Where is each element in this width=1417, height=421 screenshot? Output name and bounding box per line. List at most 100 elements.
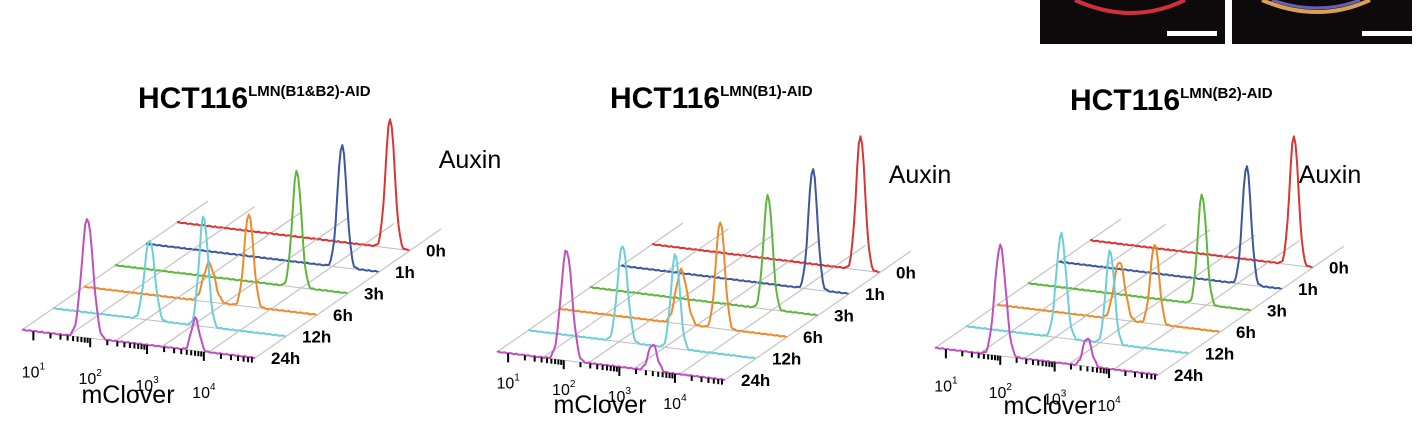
grid-slat <box>161 249 193 272</box>
x-axis-label: mClover <box>1003 392 1096 420</box>
chart-title-main: HCT116 <box>138 82 248 115</box>
series-label-3h: 3h <box>834 307 854 326</box>
x-tick-exponent: 4 <box>681 393 687 404</box>
grid-slat <box>726 282 759 305</box>
series-trace-6h <box>83 213 318 316</box>
grid-slat <box>316 292 349 316</box>
grid-slat <box>21 307 54 331</box>
x-tick-exponent: 3 <box>625 386 631 397</box>
grid-slat <box>1089 218 1122 242</box>
grid-slat <box>208 330 240 353</box>
grid-slat <box>176 276 209 299</box>
x-tick-label: 101 <box>496 372 520 392</box>
series-label-12h: 12h <box>772 350 801 369</box>
grid-slat <box>192 227 224 251</box>
grid-slat <box>788 239 821 262</box>
x-tick-label: 102 <box>79 368 103 388</box>
grid-slat <box>145 221 178 245</box>
grid-slat <box>573 314 605 337</box>
grid-slat <box>223 206 255 229</box>
x-axis-label: mClover <box>553 391 646 419</box>
grid-slat <box>1023 336 1056 360</box>
grid-slat <box>786 314 819 338</box>
grid-slat <box>1072 266 1104 290</box>
grid-slat <box>1103 245 1135 268</box>
chart-title-superscript: LMN(B1&B2)-AID <box>248 83 371 100</box>
series-label-24h: 24h <box>741 371 770 390</box>
series-label-1h: 1h <box>865 285 885 304</box>
x-tick-base: 10 <box>1097 398 1115 415</box>
grid-slat <box>651 222 684 246</box>
x-tick-label: 104 <box>663 393 687 413</box>
grid-slat <box>1237 261 1269 285</box>
grid-slat <box>1178 229 1211 252</box>
series-trace-3h <box>1027 193 1252 312</box>
chart-title: HCT116LMN(B2)-AID <box>1070 84 1273 117</box>
grid-slat <box>1175 304 1207 328</box>
grid-slat <box>542 335 574 359</box>
grid-slat <box>1068 342 1101 365</box>
series-trace-12h <box>527 245 757 360</box>
grid-slat <box>1161 277 1194 301</box>
chart-title-main: HCT116 <box>1070 84 1180 117</box>
grid-slat <box>996 282 1029 306</box>
grid-slat <box>1010 309 1042 333</box>
grid-slat <box>757 260 790 284</box>
grid-slat <box>176 200 209 224</box>
series-label-3h: 3h <box>1267 302 1287 321</box>
x-tick-base: 10 <box>192 385 210 402</box>
grid-slat <box>742 233 775 257</box>
x-tick-base: 10 <box>989 385 1007 402</box>
grid-slat <box>130 270 162 294</box>
chart-title-superscript: LMN(B2)-AID <box>1180 85 1273 102</box>
grid-slat <box>1134 223 1166 247</box>
chart-svg: HCT116LMN(B1)-AIDAuxin0h1h3h6h12h24h1011… <box>496 82 951 419</box>
micrograph-left-nucleus-edge <box>1074 0 1186 15</box>
series-trace-1h <box>145 144 380 273</box>
grid-slat <box>604 292 636 316</box>
grid-slat <box>161 324 194 348</box>
grid-slat <box>347 271 380 295</box>
micrograph-right-scale-bar <box>1362 31 1412 36</box>
grid-slat <box>587 341 620 364</box>
series-label-24h: 24h <box>1174 366 1203 385</box>
series-trace-1h <box>620 168 850 295</box>
grid-slat <box>679 352 711 375</box>
x-tick-exponent: 2 <box>1006 382 1012 393</box>
histogram-panel-lmn-b2: HCT116LMN(B2)-AID Auxin 0h 1h 3h 6h 12h 24h 101 1… <box>910 0 1380 421</box>
grid-slat <box>558 286 591 310</box>
chart-title: HCT116LMN(B1&B2)-AID <box>138 82 371 115</box>
x-tick-label: 102 <box>552 379 576 399</box>
grid-slat <box>741 309 773 332</box>
grid-slat <box>1188 331 1221 355</box>
x-tick-label: 104 <box>192 382 216 402</box>
grid-slat <box>1144 326 1176 349</box>
grid-slat <box>254 335 287 359</box>
grid-slat <box>1312 245 1345 269</box>
series-label-12h: 12h <box>1205 345 1234 364</box>
micrograph-strip <box>1040 0 1412 44</box>
x-tick-base: 10 <box>496 375 514 392</box>
x-axis-label: mClover <box>81 381 174 409</box>
grid-slat <box>979 331 1011 354</box>
grid-slat <box>409 228 442 252</box>
grid-slat <box>239 308 271 332</box>
grid-slat <box>1027 261 1060 285</box>
grid-slat <box>1250 288 1283 312</box>
series-trace-24h <box>21 218 256 359</box>
series-trace-1h <box>1058 165 1283 290</box>
series-trace-3h <box>114 169 349 295</box>
series-label-6h: 6h <box>333 306 353 325</box>
series-label-0h: 0h <box>896 264 916 283</box>
grid-slat <box>710 330 742 354</box>
x-tick-label: 101 <box>22 361 46 381</box>
micrograph-left-scale-bar <box>1167 31 1217 36</box>
grid-slat <box>848 271 881 295</box>
grid-slat <box>99 292 131 315</box>
grid-slat <box>285 238 318 262</box>
chart-svg: HCT116LMN(B2)-AIDAuxin0h1h3h6h12h24h1011… <box>934 84 1361 420</box>
grid-slat <box>1219 309 1252 333</box>
x-tick-label: 104 <box>1097 395 1121 415</box>
grid-slat <box>1099 320 1132 344</box>
